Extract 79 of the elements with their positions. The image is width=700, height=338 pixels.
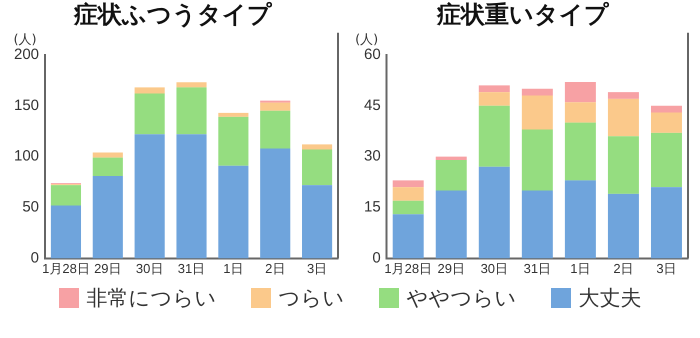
bar: [522, 96, 553, 130]
y-tick-label: 100: [14, 148, 40, 165]
y-tick-label: 30: [364, 148, 381, 165]
bar: [436, 156, 467, 160]
x-tick-label: 2日: [613, 260, 634, 276]
bar: [92, 158, 123, 176]
bar: [260, 110, 290, 148]
y-tick-label: 150: [14, 96, 40, 114]
x-tick-label: 3日: [306, 260, 328, 276]
bar: [522, 190, 553, 258]
bar: [392, 180, 424, 188]
chart-title: 症状重いタイプ: [436, 0, 610, 29]
bar: [134, 134, 165, 258]
bar: [134, 93, 165, 134]
bar: [302, 149, 332, 186]
x-tick-label: 29日: [94, 260, 122, 276]
y-tick-label: 0: [30, 250, 40, 267]
x-tick-label: 1日: [223, 260, 244, 276]
legend-label: ややつらい: [406, 285, 516, 312]
bar: [564, 102, 596, 123]
bar: [608, 92, 639, 99]
bar: [478, 85, 510, 92]
bar: [218, 112, 248, 117]
x-tick-label: 2日: [265, 260, 286, 276]
bar: [564, 82, 596, 102]
bar: [92, 176, 123, 258]
y-axis-title: (人): [13, 32, 37, 48]
bar: [436, 160, 467, 191]
bar: [478, 106, 510, 167]
bar: [564, 180, 596, 258]
legend-label: つらい: [278, 285, 344, 312]
bar: [608, 136, 639, 194]
y-tick-label: 60: [364, 46, 381, 63]
legend-label: 非常につらい: [86, 285, 216, 312]
bar: [478, 166, 510, 258]
bar: [176, 87, 207, 134]
bar: [218, 116, 248, 166]
x-tick-label: 1日: [570, 260, 591, 276]
chart-title: 症状ふつうタイプ: [73, 0, 273, 29]
bar: [478, 92, 510, 106]
y-tick-label: 50: [22, 198, 40, 216]
legend-label: 大丈夫: [578, 285, 642, 312]
bar: [392, 187, 424, 201]
y-tick-label: 0: [372, 250, 381, 267]
bar: [650, 132, 682, 188]
x-tick-label: 31日: [178, 260, 206, 276]
bar: [564, 122, 596, 180]
x-tick-label: 30日: [136, 260, 164, 276]
bar: [134, 87, 165, 94]
bar: [650, 106, 682, 112]
bar: [522, 129, 553, 191]
bar: [650, 112, 682, 133]
bar: [522, 88, 553, 96]
bar: [436, 190, 467, 258]
bar: [302, 185, 332, 258]
bar: [608, 98, 639, 136]
bar: [392, 200, 424, 214]
x-tick-label: 29日: [438, 260, 465, 276]
y-tick-label: 15: [364, 198, 381, 216]
bar: [260, 148, 290, 258]
bar: [218, 166, 248, 258]
y-tick-label: 200: [14, 46, 40, 63]
bar: [50, 185, 82, 206]
bar: [176, 134, 207, 258]
bar: [608, 194, 639, 258]
bar: [650, 187, 682, 258]
bar: [50, 205, 82, 258]
bar: [392, 214, 424, 258]
x-tick-label: 31日: [524, 260, 552, 276]
bar: [176, 82, 207, 88]
bar: [260, 102, 290, 111]
x-tick-label: 1月28日: [384, 260, 432, 276]
y-tick-label: 45: [364, 96, 381, 114]
bar: [92, 152, 123, 158]
y-axis-title: (人): [355, 32, 378, 48]
x-tick-label: 3日: [656, 260, 677, 276]
x-tick-label: 1月28日: [42, 260, 90, 276]
bar: [302, 144, 332, 150]
x-tick-label: 30日: [480, 260, 508, 276]
